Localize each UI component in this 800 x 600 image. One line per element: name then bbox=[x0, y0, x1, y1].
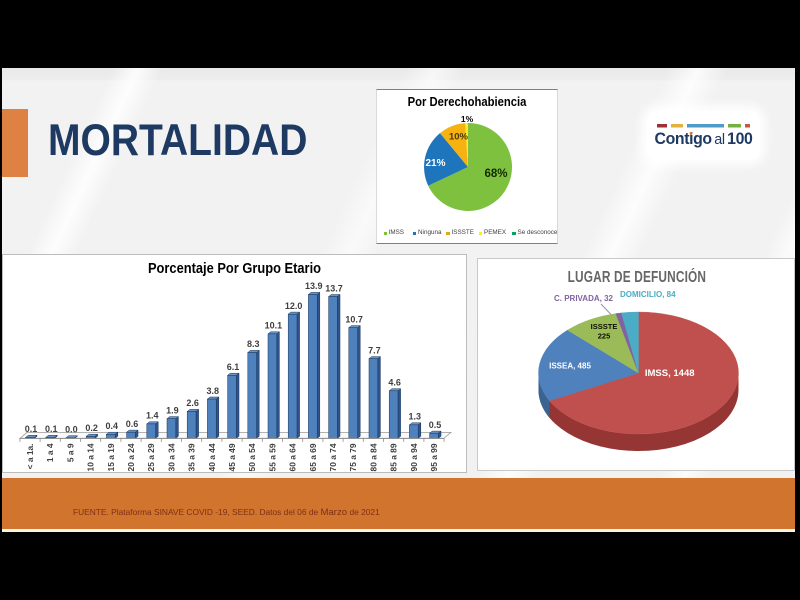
svg-text:25 a 29: 25 a 29 bbox=[146, 443, 156, 471]
svg-text:10.7: 10.7 bbox=[345, 314, 363, 324]
svg-text:55 a 59: 55 a 59 bbox=[267, 443, 277, 471]
svg-text:40 a 44: 40 a 44 bbox=[207, 443, 217, 471]
svg-text:0.1: 0.1 bbox=[45, 424, 58, 434]
svg-text:IMSS, 1448: IMSS, 1448 bbox=[645, 368, 695, 379]
svg-text:45 a 49: 45 a 49 bbox=[227, 443, 237, 471]
svg-text:1 a 4: 1 a 4 bbox=[45, 443, 55, 462]
svg-text:225: 225 bbox=[598, 332, 611, 341]
svg-text:0.5: 0.5 bbox=[429, 420, 442, 430]
svg-text:50 a 54: 50 a 54 bbox=[247, 443, 257, 471]
svg-text:13.7: 13.7 bbox=[325, 283, 343, 293]
svg-text:0.6: 0.6 bbox=[126, 419, 139, 429]
svg-text:10 a 14: 10 a 14 bbox=[86, 443, 96, 471]
svg-text:< a 1a.: < a 1a. bbox=[25, 444, 35, 470]
svg-text:1.9: 1.9 bbox=[166, 405, 179, 415]
svg-text:0.4: 0.4 bbox=[106, 421, 119, 431]
svg-text:68%: 68% bbox=[484, 168, 507, 180]
svg-text:95 a 99: 95 a 99 bbox=[429, 443, 439, 471]
svg-text:90 a 94: 90 a 94 bbox=[409, 443, 419, 471]
svg-text:0.1: 0.1 bbox=[25, 424, 38, 434]
svg-text:30 a 34: 30 a 34 bbox=[166, 443, 176, 471]
svg-text:2.6: 2.6 bbox=[186, 398, 199, 408]
svg-text:85 a 89: 85 a 89 bbox=[389, 443, 399, 471]
svg-text:4.6: 4.6 bbox=[388, 378, 401, 388]
svg-text:60 a 64: 60 a 64 bbox=[288, 443, 298, 471]
svg-text:65 a 69: 65 a 69 bbox=[308, 443, 318, 471]
svg-text:0.0: 0.0 bbox=[65, 425, 78, 435]
svg-text:13.9: 13.9 bbox=[305, 281, 323, 291]
svg-text:8.3: 8.3 bbox=[247, 339, 260, 349]
svg-text:10%: 10% bbox=[449, 132, 469, 143]
svg-text:80 a 84: 80 a 84 bbox=[368, 443, 378, 471]
svg-text:35 a 39: 35 a 39 bbox=[187, 443, 197, 471]
svg-text:20 a 24: 20 a 24 bbox=[126, 443, 136, 471]
svg-text:0.2: 0.2 bbox=[85, 423, 98, 433]
svg-text:1.4: 1.4 bbox=[146, 411, 159, 421]
svg-text:3.8: 3.8 bbox=[207, 386, 220, 396]
svg-text:1.3: 1.3 bbox=[409, 412, 422, 422]
svg-text:10.1: 10.1 bbox=[265, 321, 283, 331]
svg-text:ISSSTE: ISSSTE bbox=[591, 322, 618, 331]
svg-text:12.0: 12.0 bbox=[285, 301, 303, 311]
svg-text:70 a 74: 70 a 74 bbox=[328, 443, 338, 471]
svg-text:5 a 9: 5 a 9 bbox=[65, 443, 75, 462]
svg-text:6.1: 6.1 bbox=[227, 362, 240, 372]
svg-text:ISSEA, 485: ISSEA, 485 bbox=[549, 361, 591, 370]
svg-text:21%: 21% bbox=[425, 158, 445, 169]
svg-text:7.7: 7.7 bbox=[368, 345, 381, 355]
svg-text:75 a 79: 75 a 79 bbox=[348, 443, 358, 471]
svg-text:15 a 19: 15 a 19 bbox=[106, 443, 116, 471]
